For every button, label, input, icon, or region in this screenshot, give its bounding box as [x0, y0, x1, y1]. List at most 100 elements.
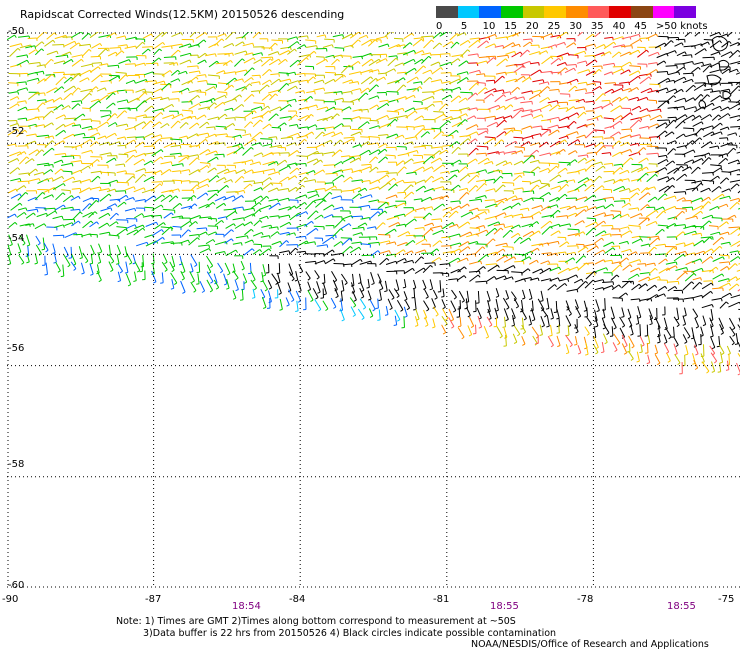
- wind-barb-tick: [528, 323, 532, 326]
- wind-barb-tick: [106, 121, 110, 125]
- wind-barb-tick: [720, 131, 723, 135]
- wind-barb-tick: [25, 192, 29, 195]
- wind-barb: [558, 116, 568, 122]
- wind-barb: [585, 70, 595, 76]
- wind-barb-tick: [528, 141, 531, 145]
- wind-barb-tick: [593, 227, 597, 231]
- wind-barb: [458, 60, 467, 67]
- wind-barb: [142, 214, 153, 218]
- wind-barb: [262, 279, 268, 290]
- wind-barb-tick: [518, 44, 521, 48]
- wind-barb: [522, 289, 526, 299]
- wind-barb: [289, 59, 299, 68]
- wind-barb-tick: [144, 168, 147, 172]
- wind-barb: [369, 179, 379, 185]
- wind-barb-tick: [619, 264, 623, 268]
- wind-barb-tick: [604, 212, 607, 216]
- legend-color-bar: [436, 6, 697, 18]
- wind-barb-tick: [69, 51, 72, 55]
- wind-barb-tick: [395, 183, 398, 187]
- wind-barb-tick: [221, 220, 224, 224]
- wind-barb: [406, 150, 418, 154]
- wind-barb-tick: [470, 211, 474, 215]
- wind-barb: [251, 209, 260, 217]
- wind-barb: [665, 79, 675, 83]
- wind-barb: [451, 146, 459, 155]
- wind-barb: [451, 289, 457, 298]
- wind-barb-tick: [423, 227, 425, 231]
- wind-barb-tick: [667, 78, 671, 82]
- wind-barb: [619, 327, 626, 338]
- wind-barb-tick: [52, 164, 54, 168]
- wind-barb-tick: [370, 76, 374, 80]
- wind-barb: [125, 273, 132, 285]
- wind-barb-tick: [208, 248, 212, 252]
- wind-barb: [432, 101, 442, 103]
- wind-barb: [602, 281, 614, 283]
- wind-barb: [476, 183, 485, 192]
- wind-barb: [414, 207, 425, 211]
- wind-barb-tick: [74, 41, 77, 45]
- wind-barb-tick: [279, 106, 282, 110]
- wind-barb-tick: [366, 35, 369, 39]
- wind-barb: [612, 178, 622, 185]
- wind-barb: [141, 120, 151, 130]
- wind-barb: [404, 141, 413, 145]
- wind-barb-tick: [706, 94, 710, 97]
- wind-barb-tick: [419, 86, 423, 90]
- wind-barb: [243, 94, 253, 102]
- wind-barb-tick: [36, 209, 39, 213]
- wind-barb: [540, 182, 550, 185]
- wind-barb: [34, 70, 44, 74]
- wind-barb: [637, 166, 647, 173]
- wind-barb-tick: [340, 290, 345, 292]
- wind-barb: [441, 81, 451, 84]
- wind-barb-tick: [547, 168, 551, 172]
- legend-swatch: [522, 6, 545, 18]
- wind-barb: [361, 163, 371, 166]
- wind-barb: [566, 64, 577, 66]
- wind-barb: [349, 116, 360, 120]
- wind-barb-tick: [485, 336, 489, 339]
- wind-barb: [223, 42, 233, 48]
- wind-barb: [107, 90, 118, 95]
- wind-barb: [288, 289, 295, 301]
- wind-barb-tick: [205, 74, 207, 78]
- wind-barb: [333, 91, 342, 94]
- wind-barb-tick: [42, 192, 46, 195]
- wind-barb: [403, 279, 407, 288]
- wind-barb: [728, 68, 738, 73]
- wind-barb: [728, 169, 740, 173]
- wind-barb-tick: [197, 154, 200, 158]
- wind-barb: [340, 291, 343, 301]
- wind-barb: [700, 63, 711, 67]
- wind-barb: [700, 114, 711, 121]
- wind-barb-tick: [668, 336, 672, 340]
- wind-barb: [342, 138, 353, 145]
- wind-barb-tick: [637, 97, 640, 101]
- wind-barb-tick: [702, 62, 704, 66]
- wind-barb: [521, 317, 524, 329]
- wind-barb: [17, 180, 29, 183]
- wind-barb-tick: [704, 154, 707, 158]
- wind-barb-tick: [339, 149, 343, 153]
- wind-barb-tick: [394, 241, 397, 245]
- wind-barb: [531, 308, 536, 320]
- wind-barb: [655, 206, 664, 211]
- wind-barb-tick: [726, 203, 729, 208]
- wind-barb: [34, 116, 44, 118]
- wind-barb-tick: [684, 51, 687, 55]
- wind-barb: [253, 243, 262, 246]
- wind-barb: [684, 273, 695, 282]
- wind-barb: [450, 205, 460, 212]
- wind-barb-tick: [443, 113, 447, 117]
- wind-barb-tick: [505, 297, 509, 300]
- wind-barb: [322, 115, 333, 121]
- wind-barb: [369, 125, 379, 130]
- wind-barb: [393, 288, 400, 297]
- wind-barb-tick: [185, 156, 189, 160]
- wind-barb: [44, 98, 54, 104]
- wind-barb-tick: [181, 242, 183, 246]
- wind-barb: [296, 250, 306, 253]
- wind-barb: [61, 105, 69, 111]
